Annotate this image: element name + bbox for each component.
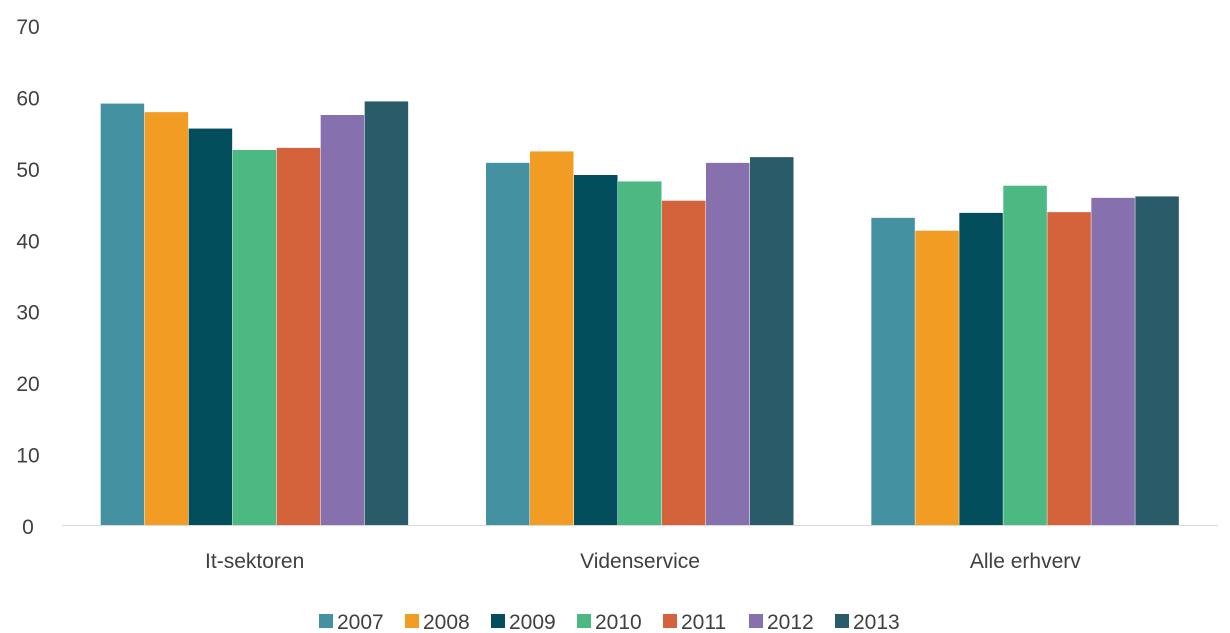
bar-2008-videnservice: [530, 151, 574, 525]
y-tick-label: 10: [16, 445, 39, 468]
x-axis: It-sektoren Videnservice Alle erhverv: [205, 550, 1081, 573]
bar-2007-it-sektoren: [100, 103, 145, 526]
legend-label: 2012: [767, 611, 814, 633]
y-tick-label: 70: [16, 16, 39, 39]
bar-2013-it-sektoren: [364, 101, 409, 525]
bar-2010-alle-erhverv: [1003, 185, 1047, 525]
bar-2012-alle-erhverv: [1091, 197, 1135, 525]
bar-2011-alle-erhverv: [1047, 212, 1091, 525]
y-tick-label: 60: [16, 87, 39, 110]
bar-2010-it-sektoren: [232, 150, 277, 525]
y-tick-label: 40: [16, 230, 39, 253]
legend-item-2007: 2007: [319, 611, 384, 633]
bar-2007-videnservice: [486, 162, 530, 525]
bar-2013-alle-erhverv: [1135, 196, 1179, 525]
bar-2011-videnservice: [662, 200, 706, 525]
legend-item-2012: 2012: [749, 611, 814, 633]
bar-2009-alle-erhverv: [959, 212, 1003, 525]
legend-swatch: [491, 614, 505, 628]
legend-item-2008: 2008: [405, 611, 470, 633]
bar-2012-it-sektoren: [320, 115, 365, 525]
legend-label: 2009: [509, 611, 556, 633]
bar-2008-it-sektoren: [144, 112, 189, 526]
y-axis: 0 10 20 30 40 50 60 70: [16, 16, 39, 539]
legend-item-2013: 2013: [835, 611, 900, 633]
legend-item-2009: 2009: [491, 611, 556, 633]
bar-2013-videnservice: [750, 157, 794, 525]
legend-swatch: [577, 614, 591, 628]
x-category-label: Alle erhverv: [970, 550, 1081, 573]
y-tick-label: 20: [16, 373, 39, 396]
legend-label: 2008: [423, 611, 470, 633]
legend: 2007 2008 2009 2010 2011 2012 2013: [319, 611, 900, 633]
bar-2009-it-sektoren: [188, 128, 233, 526]
legend-label: 2007: [337, 611, 384, 633]
legend-label: 2011: [681, 611, 726, 633]
legend-item-2010: 2010: [577, 611, 642, 633]
legend-label: 2013: [853, 611, 900, 633]
legend-swatch: [749, 614, 763, 628]
legend-swatch: [835, 614, 849, 628]
bars-group: [100, 101, 1179, 526]
legend-label: 2010: [595, 611, 642, 633]
y-tick-label: 50: [16, 159, 39, 182]
x-category-label: It-sektoren: [205, 550, 304, 573]
bar-2008-alle-erhverv: [915, 230, 959, 525]
y-tick-label: 0: [22, 516, 34, 539]
y-tick-label: 30: [16, 302, 39, 325]
legend-swatch: [319, 614, 333, 628]
legend-item-2011: 2011: [663, 611, 726, 633]
bar-2009-videnservice: [574, 175, 618, 525]
bar-2012-videnservice: [706, 162, 750, 525]
legend-swatch: [663, 614, 677, 628]
bar-2011-it-sektoren: [276, 147, 321, 525]
bar-2010-videnservice: [618, 181, 662, 525]
x-category-label: Videnservice: [580, 550, 700, 573]
bar-2007-alle-erhverv: [871, 217, 915, 525]
legend-swatch: [405, 614, 419, 628]
